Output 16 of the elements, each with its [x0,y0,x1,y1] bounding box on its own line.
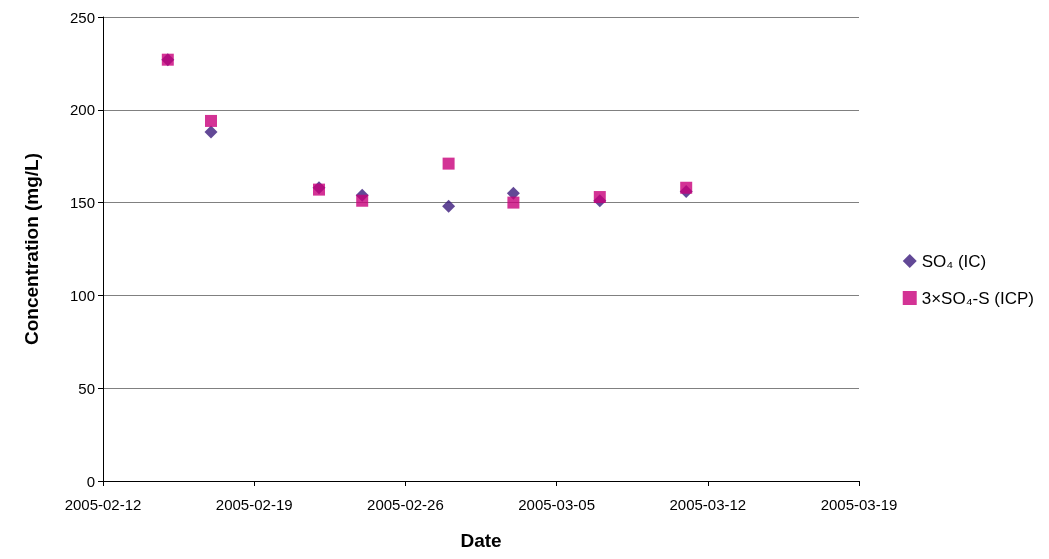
y-axis-title: Concentration (mg/L) [21,152,42,346]
y-tick-label: 100 [69,286,95,304]
x-axis-title: Date [460,530,502,551]
x-tick-label: 2005-03-19 [820,496,898,513]
y-tick-label: 150 [69,194,95,212]
y-tick-label: 50 [78,379,95,397]
x-tick-label: 2005-03-05 [518,496,595,513]
legend-label: 3×SO₄-S (ICP) [921,288,1035,308]
x-tick-label: 2005-02-12 [64,496,142,513]
y-tick-label: 200 [69,101,95,119]
x-tick-label: 2005-02-19 [215,496,293,513]
y-tick-label: 0 [86,472,95,490]
y-tick-label: 250 [69,8,95,26]
x-tick-label: 2005-03-12 [669,496,747,513]
x-tick-label: 2005-02-26 [367,496,444,513]
legend-label: SO₄ (IC) [921,251,987,271]
